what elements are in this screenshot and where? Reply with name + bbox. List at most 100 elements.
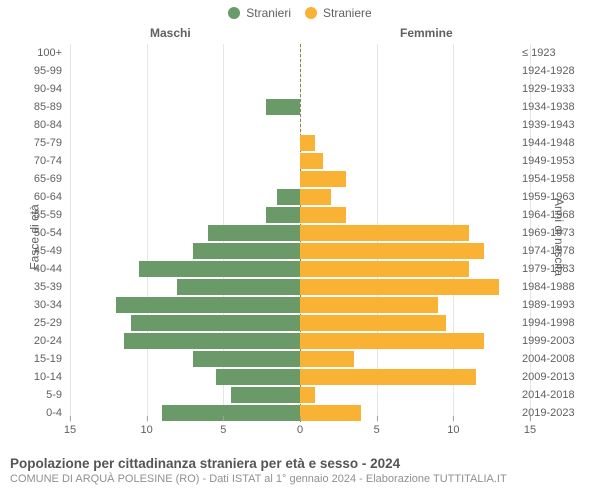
bar-female (300, 207, 346, 223)
plot-cell-male (70, 369, 300, 385)
birth-year-label: 1939-1943 (522, 119, 582, 131)
plot-cell-male (70, 81, 300, 97)
plot-cell-male (70, 387, 300, 403)
column-header-right: Femmine (400, 26, 453, 40)
age-label: 30-34 (18, 299, 62, 311)
chart-title: Popolazione per cittadinanza straniera p… (10, 456, 590, 471)
plot-cell-male (70, 333, 300, 349)
age-label: 70-74 (18, 155, 62, 167)
plot-cell-female (300, 315, 530, 331)
birth-year-label: 2019-2023 (522, 407, 582, 419)
plot-cell-female (300, 297, 530, 313)
chart-row: 60-641959-1963 (0, 188, 600, 206)
plot-cell-female (300, 243, 530, 259)
plot-cell-male (70, 63, 300, 79)
birth-year-label: 1944-1948 (522, 137, 582, 149)
plot-cell-female (300, 63, 530, 79)
birth-year-label: 1984-1988 (522, 281, 582, 293)
plot-cell-male (70, 315, 300, 331)
bar-male (139, 261, 300, 277)
birth-year-label: ≤ 1923 (522, 47, 582, 59)
bar-male (131, 315, 300, 331)
x-tick-label: 0 (297, 424, 303, 436)
plot-cell-female (300, 369, 530, 385)
age-label: 25-29 (18, 317, 62, 329)
chart-row: 80-841939-1943 (0, 116, 600, 134)
plot-cell-male (70, 243, 300, 259)
chart-row: 65-691954-1958 (0, 170, 600, 188)
plot-cell-female (300, 135, 530, 151)
chart-row: 100+≤ 1923 (0, 44, 600, 62)
legend-item-male: Stranieri (228, 6, 291, 20)
plot-cell-female (300, 351, 530, 367)
plot-cell-male (70, 153, 300, 169)
birth-year-label: 1949-1953 (522, 155, 582, 167)
birth-year-label: 1929-1933 (522, 83, 582, 95)
plot-cell-female (300, 387, 530, 403)
chart-row: 95-991924-1928 (0, 62, 600, 80)
age-label: 10-14 (18, 371, 62, 383)
bar-male (177, 279, 300, 295)
age-label: 40-44 (18, 263, 62, 275)
chart-row: 20-241999-2003 (0, 332, 600, 350)
bar-male (266, 207, 300, 223)
plot-cell-female (300, 333, 530, 349)
chart-row: 55-591964-1968 (0, 206, 600, 224)
birth-year-label: 1974-1978 (522, 245, 582, 257)
bar-male (231, 387, 300, 403)
bar-male (116, 297, 300, 313)
legend-swatch-female (305, 7, 317, 19)
x-tick-label: 15 (524, 424, 536, 436)
x-tick-label: 5 (220, 424, 226, 436)
age-label: 0-4 (18, 407, 62, 419)
plot-cell-male (70, 189, 300, 205)
bar-male (162, 405, 300, 421)
age-label: 90-94 (18, 83, 62, 95)
plot-cell-female (300, 153, 530, 169)
bar-male (124, 333, 300, 349)
bar-female (300, 297, 438, 313)
plot-cell-male (70, 45, 300, 61)
plot-cell-male (70, 225, 300, 241)
chart-row: 10-142009-2013 (0, 368, 600, 386)
bar-female (300, 261, 469, 277)
age-label: 55-59 (18, 209, 62, 221)
chart-row: 75-791944-1948 (0, 134, 600, 152)
age-label: 35-39 (18, 281, 62, 293)
chart-row: 15-192004-2008 (0, 350, 600, 368)
chart-row: 50-541969-1973 (0, 224, 600, 242)
bar-male (208, 225, 300, 241)
age-label: 20-24 (18, 335, 62, 347)
age-label: 45-49 (18, 245, 62, 257)
birth-year-label: 1979-1983 (522, 263, 582, 275)
age-label: 85-89 (18, 101, 62, 113)
plot-cell-male (70, 405, 300, 421)
bar-female (300, 189, 331, 205)
plot-cell-female (300, 117, 530, 133)
birth-year-label: 1989-1993 (522, 299, 582, 311)
age-label: 50-54 (18, 227, 62, 239)
chart-row: 35-39 1984-1988 (0, 278, 600, 296)
plot-cell-female (300, 189, 530, 205)
x-tick-label: 10 (447, 424, 459, 436)
plot-cell-female (300, 261, 530, 277)
bar-male (193, 351, 300, 367)
age-label: 15-19 (18, 353, 62, 365)
bar-female (300, 225, 469, 241)
plot-cell-male (70, 207, 300, 223)
legend-item-female: Straniere (305, 6, 372, 20)
plot-cell-male (70, 261, 300, 277)
bar-male (277, 189, 300, 205)
plot-cell-male (70, 297, 300, 313)
plot-cell-male (70, 117, 300, 133)
chart-footer: Popolazione per cittadinanza straniera p… (0, 452, 600, 485)
birth-year-label: 1954-1958 (522, 173, 582, 185)
chart-row: 90-94 1929-1933 (0, 80, 600, 98)
bar-female (300, 153, 323, 169)
birth-year-label: 2014-2018 (522, 389, 582, 401)
age-label: 5-9 (18, 389, 62, 401)
plot-cell-female (300, 225, 530, 241)
chart-row: 40-44 1979-1983 (0, 260, 600, 278)
birth-year-label: 1924-1928 (522, 65, 582, 77)
legend-label-female: Straniere (323, 6, 372, 20)
